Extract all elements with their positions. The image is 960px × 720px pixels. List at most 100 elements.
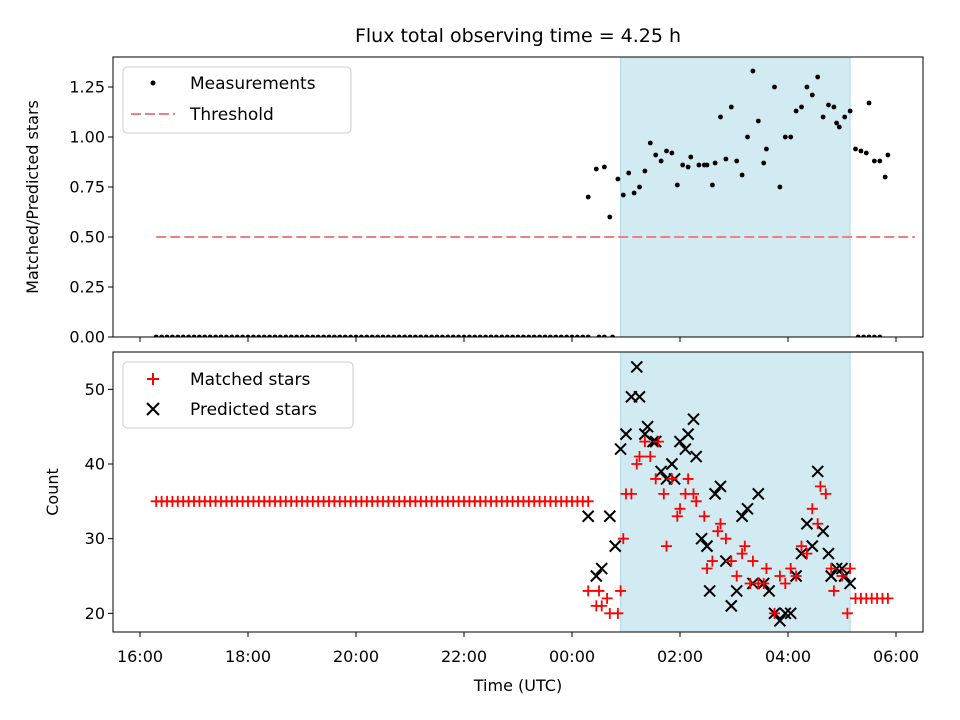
predicted-star-point — [681, 427, 695, 441]
predicted-star-point — [595, 562, 608, 575]
measurement-point — [202, 334, 208, 337]
matched-star-point — [736, 548, 748, 560]
measurement-point — [569, 334, 575, 337]
measurement-point — [761, 160, 767, 166]
measurement-point — [472, 334, 478, 337]
measurement-point — [826, 102, 831, 108]
predicted-star-point — [741, 502, 754, 516]
measurement-point — [696, 162, 702, 168]
matched-legend-label: Matched stars — [190, 370, 310, 390]
measurement-point — [885, 152, 891, 158]
threshold-legend-label: Threshold — [189, 105, 274, 125]
predicted-legend-label: Predicted stars — [190, 400, 317, 420]
measurement-point — [642, 168, 648, 174]
matched-star-point — [779, 577, 791, 589]
measurement-point — [353, 334, 359, 337]
measurement-point — [718, 114, 723, 120]
measurement-point — [413, 334, 418, 337]
measurement-point — [688, 154, 694, 160]
measurement-point — [882, 174, 888, 180]
measurement-point — [855, 334, 861, 337]
measurement-point — [820, 114, 826, 120]
matched-star-point — [631, 458, 643, 470]
predicted-star-point — [581, 510, 595, 523]
measurement-point — [305, 334, 310, 337]
measurement-point — [596, 334, 602, 337]
matched-star-point — [760, 563, 772, 575]
measurement-point — [429, 334, 434, 337]
matched-star-point — [582, 495, 594, 507]
matched-star-point — [712, 525, 724, 537]
measurement-point — [664, 148, 669, 154]
measurement-point — [815, 74, 821, 80]
matched-star-point — [825, 563, 837, 575]
measurement-point — [483, 334, 488, 337]
measurement-point — [288, 334, 294, 337]
count-panel: 20 30 40 50 16:00 18:00 20:00 22:00 00:00 02:00 0… — [43, 351, 924, 695]
x-tick-label: 18:00 — [225, 647, 271, 666]
measurement-point — [877, 334, 883, 337]
measurement-point — [872, 158, 877, 164]
measurement-point — [585, 334, 591, 337]
measurement-point — [418, 334, 424, 337]
measurements-legend-marker — [150, 80, 156, 86]
measurement-point — [872, 334, 877, 337]
measurement-point — [342, 334, 348, 337]
ratio-axes-frame — [112, 56, 924, 338]
measurement-point — [445, 334, 451, 337]
measurement-point — [391, 334, 397, 337]
measurement-point — [267, 334, 272, 337]
ratio-legend: Measurements Threshold — [122, 66, 352, 134]
measurement-point — [637, 184, 642, 190]
matched-star-point — [820, 488, 832, 500]
measurement-point — [710, 182, 715, 188]
measurement-point — [197, 334, 202, 337]
matched-star-point — [671, 510, 683, 522]
predicted-star-point — [614, 442, 627, 456]
measurement-point — [326, 334, 332, 337]
measurement-point — [423, 334, 429, 337]
predicted-star-point — [654, 465, 668, 478]
matched-star-point — [615, 585, 627, 597]
predicted-star-point — [665, 457, 679, 471]
measurement-point — [580, 334, 586, 337]
measurement-point — [499, 334, 505, 337]
predicted-star-point — [590, 569, 603, 583]
measurement-point — [669, 150, 675, 156]
measurement-point — [723, 156, 729, 162]
matched-star-point — [796, 540, 807, 552]
chart-title: Flux total observing time = 4.25 h — [355, 25, 681, 47]
matched-star-point — [720, 533, 732, 545]
measurement-point — [380, 334, 386, 337]
measurement-point — [653, 152, 659, 158]
measurement-point — [294, 334, 299, 337]
matched-star-point — [617, 533, 629, 545]
measurement-point — [685, 164, 691, 170]
measurement-point — [755, 118, 761, 124]
matched-star-point — [836, 570, 848, 582]
measurement-point — [450, 334, 456, 337]
count-axes-frame — [112, 351, 924, 633]
y-tick-label: 0.00 — [69, 328, 105, 347]
predicted-star-point — [689, 450, 703, 463]
measurement-point — [739, 172, 745, 178]
matched-star-point — [731, 570, 743, 582]
measurement-point — [218, 334, 224, 337]
measurement-point — [153, 334, 159, 337]
matched-legend-marker — [147, 373, 159, 385]
predicted-star-point — [835, 562, 849, 575]
measurement-point — [164, 334, 170, 337]
y-tick-label: 0.50 — [69, 228, 105, 247]
predicted-star-point — [822, 547, 835, 560]
measurement-point — [191, 334, 197, 337]
y-tick-label: 30 — [85, 529, 105, 548]
x-tick-label: 16:00 — [117, 647, 163, 666]
measurement-point — [626, 170, 632, 176]
matched-star-point — [812, 518, 824, 530]
measurement-point — [847, 108, 853, 114]
y-tick-label: 1.25 — [69, 78, 105, 97]
measurement-point — [488, 334, 494, 337]
predicted-star-point — [679, 442, 692, 456]
measurement-point — [224, 334, 229, 337]
measurement-point — [836, 124, 842, 130]
